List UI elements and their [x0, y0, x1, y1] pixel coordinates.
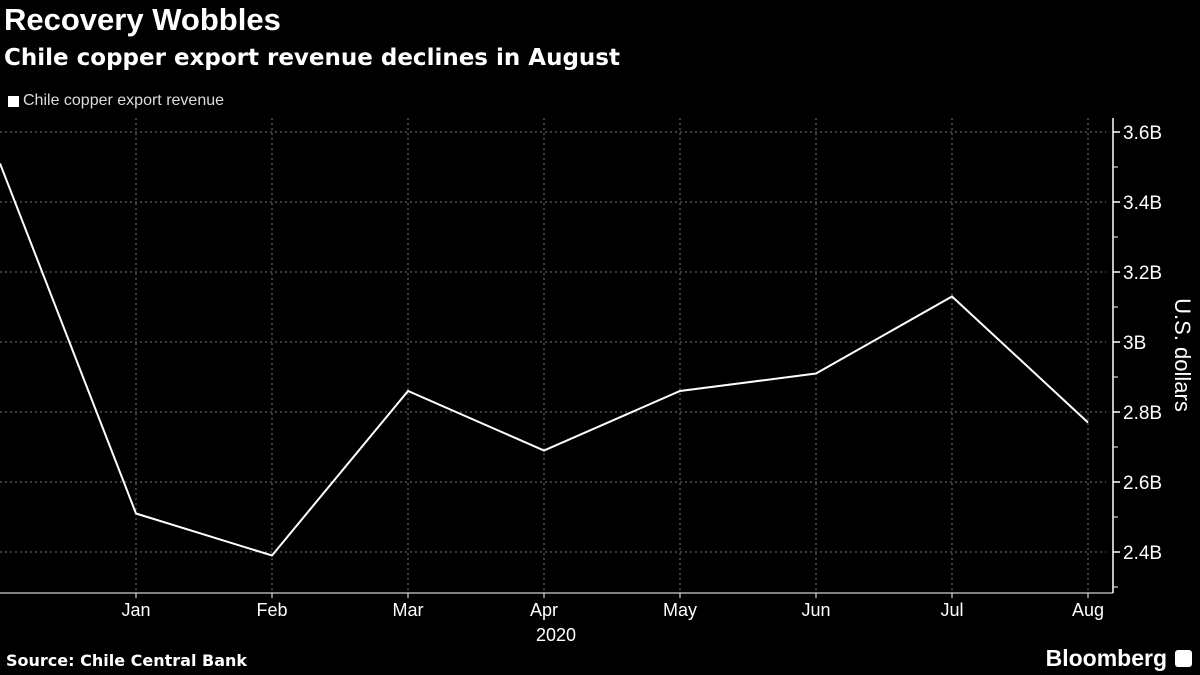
- bloomberg-chart-icon: [1175, 650, 1192, 667]
- x-tick-label: Apr: [530, 600, 558, 620]
- y-tick-label: 3.4B: [1123, 193, 1162, 214]
- x-tick-label: Jan: [121, 600, 150, 620]
- source-note: Source: Chile Central Bank: [6, 651, 248, 670]
- chart-title: Recovery Wobbles: [4, 2, 281, 37]
- y-tick-label: 3B: [1123, 333, 1146, 354]
- x-tick-label: May: [663, 600, 697, 620]
- y-tick-label: 3.6B: [1123, 123, 1162, 144]
- legend-swatch: [8, 95, 19, 107]
- y-axis-title: U.S. dollars: [1170, 298, 1195, 412]
- legend-label: Chile copper export revenue: [23, 92, 225, 109]
- y-tick-label: 2.6B: [1123, 473, 1162, 494]
- legend: Chile copper export revenue: [8, 92, 224, 110]
- y-tick-label: 3.2B: [1123, 263, 1162, 284]
- bloomberg-logo: Bloomberg: [1046, 645, 1192, 672]
- brand-name: Bloomberg: [1045, 645, 1167, 671]
- x-tick-label: Jul: [940, 600, 963, 620]
- x-tick-label: Mar: [393, 600, 424, 620]
- x-tick-label: Feb: [256, 600, 287, 620]
- chart-subtitle: Chile copper export revenue declines in …: [4, 45, 620, 71]
- y-tick-label: 2.4B: [1123, 543, 1162, 564]
- x-tick-label: Aug: [1072, 600, 1104, 620]
- y-tick-label: 2.8B: [1123, 403, 1162, 424]
- x-axis-year-label: 2020: [536, 625, 576, 645]
- x-tick-label: Jun: [801, 600, 830, 620]
